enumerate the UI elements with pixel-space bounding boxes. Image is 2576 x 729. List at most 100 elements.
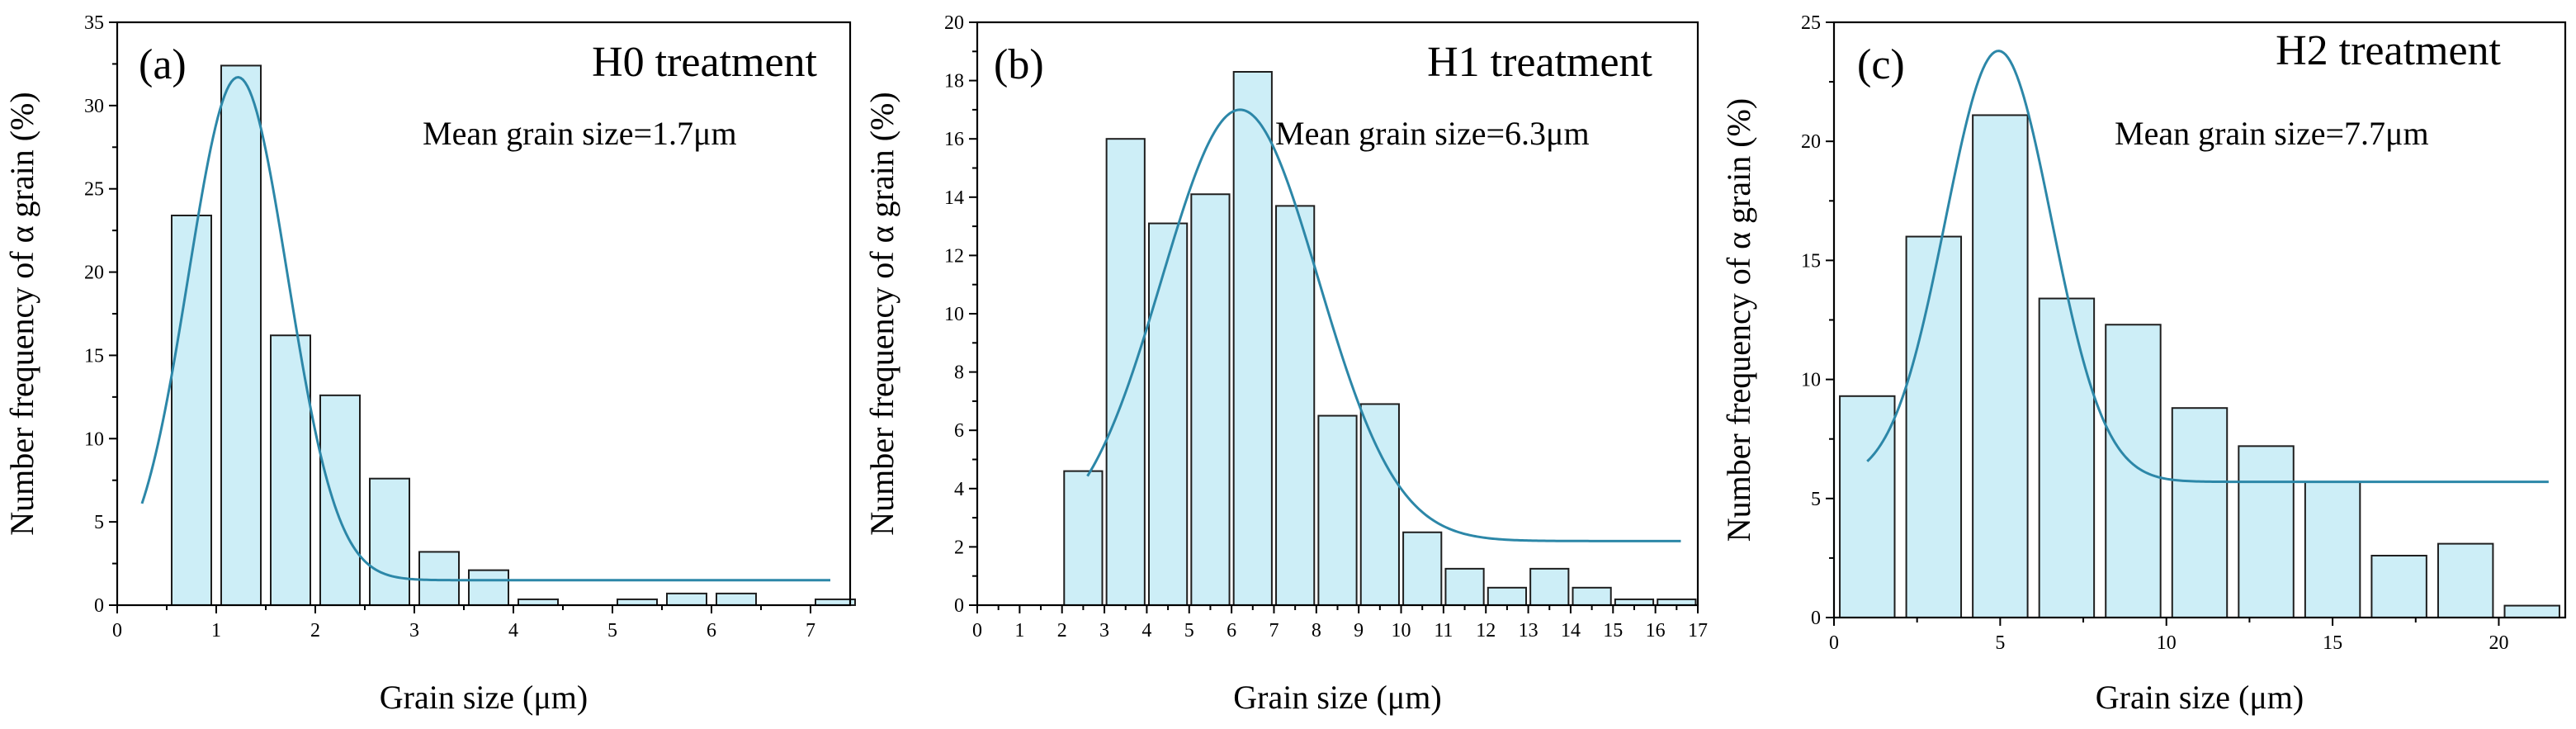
histogram-bar — [1572, 586, 1612, 607]
histogram-bar — [2171, 407, 2229, 619]
y-axis-label: Number frequency of α grain (%) — [3, 92, 40, 535]
histogram-bar — [1529, 567, 1570, 606]
x-tick-label: 13 — [1519, 620, 1539, 641]
histogram-bar — [2304, 480, 2361, 618]
histogram-bar — [2238, 445, 2295, 618]
histogram-bar — [418, 551, 460, 606]
histogram-bar — [468, 569, 509, 607]
x-tick-label: 1 — [211, 620, 221, 641]
y-tick-label: 5 — [1811, 489, 1821, 510]
x-tick-label: 15 — [2323, 632, 2342, 654]
histogram-bar — [1232, 71, 1273, 606]
y-tick-label: 25 — [84, 179, 104, 201]
histogram-bar — [220, 64, 262, 606]
x-tick-label: 0 — [112, 620, 122, 641]
y-tick-label: 35 — [84, 12, 104, 34]
y-tick-label: 16 — [944, 129, 964, 150]
x-tick-label: 12 — [1476, 620, 1496, 641]
x-tick-label: 3 — [1099, 620, 1109, 641]
panel-label: (b) — [994, 41, 1044, 88]
y-tick-label: 15 — [1801, 250, 1821, 272]
histogram-bar — [1905, 235, 1963, 618]
x-tick-label: 0 — [972, 620, 982, 641]
x-tick-label: 10 — [1392, 620, 1411, 641]
histogram-bar — [1063, 470, 1104, 606]
histogram-bar — [1839, 395, 1896, 618]
x-tick-label: 3 — [409, 620, 419, 641]
y-tick-label: 20 — [84, 263, 104, 284]
x-tick-label: 16 — [1646, 620, 1666, 641]
y-tick-label: 30 — [84, 96, 104, 117]
y-tick-label: 10 — [944, 304, 964, 325]
x-tick-label: 4 — [1141, 620, 1151, 641]
histogram-bar — [2038, 297, 2096, 618]
histogram-bar — [319, 394, 361, 606]
histogram-bar — [1190, 193, 1231, 607]
y-tick-label: 0 — [1811, 608, 1821, 629]
x-tick-label: 10 — [2157, 632, 2177, 654]
y-tick-label: 10 — [84, 428, 104, 450]
x-tick-label: 20 — [2489, 632, 2508, 654]
y-axis-label: Number frequency of α grain (%) — [863, 92, 900, 535]
x-tick-label: 9 — [1354, 620, 1364, 641]
histogram-bar — [1317, 414, 1358, 606]
x-tick-label: 1 — [1014, 620, 1024, 641]
chart-title: H1 treatment — [1427, 39, 1652, 86]
y-tick-label: 8 — [954, 362, 964, 384]
x-axis-label: Grain size (μm) — [1233, 679, 1441, 716]
x-tick-label: 2 — [1057, 620, 1067, 641]
x-tick-label: 7 — [1269, 620, 1279, 641]
x-tick-label: 5 — [607, 620, 617, 641]
y-tick-label: 15 — [84, 345, 104, 367]
histogram-bar — [2503, 604, 2560, 619]
y-tick-label: 0 — [94, 595, 104, 617]
histogram-bar — [1972, 114, 2029, 618]
x-tick-label: 17 — [1688, 620, 1708, 641]
mean-grain-size-annotation: Mean grain size=6.3μm — [1275, 115, 1590, 152]
x-tick-label: 8 — [1312, 620, 1321, 641]
x-tick-label: 14 — [1561, 620, 1581, 641]
histogram-bar — [2437, 542, 2494, 619]
y-tick-label: 0 — [954, 595, 964, 617]
histogram-bar — [1105, 138, 1146, 606]
x-tick-label: 4 — [508, 620, 518, 641]
y-tick-label: 6 — [954, 420, 964, 442]
chart-title: H2 treatment — [2276, 27, 2501, 74]
gaussian-fit-line — [140, 76, 830, 582]
x-tick-label: 7 — [806, 620, 815, 641]
y-tick-label: 18 — [944, 71, 964, 92]
histogram-bar — [1444, 567, 1485, 606]
histogram-bar — [2105, 324, 2162, 618]
histogram-bar — [1487, 586, 1528, 607]
gaussian-fit-line — [1866, 50, 2549, 484]
y-tick-label: 10 — [1801, 370, 1821, 391]
y-tick-label: 20 — [944, 12, 964, 34]
y-tick-label: 14 — [944, 187, 964, 209]
x-tick-label: 5 — [1184, 620, 1194, 641]
x-tick-label: 11 — [1434, 620, 1453, 641]
gaussian-fit-line — [1086, 108, 1681, 542]
x-tick-label: 6 — [707, 620, 716, 641]
y-axis-label: Number frequency of α grain (%) — [1720, 98, 1757, 542]
histogram-bar — [716, 592, 757, 607]
chart-title: H0 treatment — [592, 39, 817, 86]
histogram-bar — [1275, 205, 1316, 606]
panel-label: (c) — [1857, 41, 1905, 88]
chart-panel-2: 0 1 2 3 4 5 6 7 8 9 10 11 12 13 14 15 16 1702468101214161… — [863, 12, 1708, 716]
histogram-bar — [1147, 222, 1189, 606]
histogram-bar — [666, 592, 707, 607]
x-tick-label: 6 — [1227, 620, 1236, 641]
y-tick-label: 25 — [1801, 12, 1821, 34]
panel-label: (a) — [139, 41, 187, 88]
histogram-bar — [270, 334, 311, 606]
y-tick-label: 4 — [954, 479, 964, 500]
mean-grain-size-annotation: Mean grain size=1.7μm — [423, 115, 737, 152]
chart-panel-3: 0 5 10 15 20 0 5 10 15 20 25 Grain size (μm) Number … — [1720, 12, 2567, 716]
x-tick-label: 15 — [1603, 620, 1623, 641]
y-tick-label: 12 — [944, 245, 964, 267]
histogram-bar — [171, 214, 212, 606]
y-tick-label: 2 — [954, 537, 964, 558]
x-tick-label: 2 — [310, 620, 320, 641]
histogram-bar — [2370, 555, 2427, 618]
